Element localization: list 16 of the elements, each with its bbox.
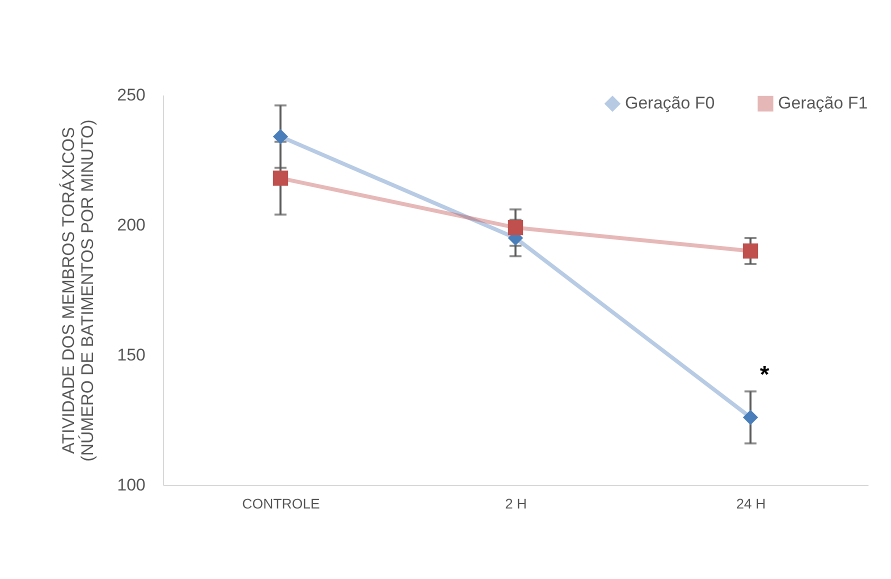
- point: [272, 170, 288, 186]
- x-tick-label: 2 H: [505, 496, 527, 512]
- y-tick-label: 150: [117, 346, 146, 364]
- point: [742, 410, 758, 425]
- legend-label: Geração F1: [778, 94, 868, 113]
- y-tick-label: 200: [117, 216, 146, 234]
- point: [272, 129, 288, 144]
- annotation: *: [760, 361, 770, 388]
- y-tick-label: 250: [117, 86, 146, 104]
- y-axis-title: ATIVIDADE DOS MEMBROS TORÁXICOS (NÚMERO DE BATIMENTOS POR MINUTO): [59, 120, 98, 462]
- y-tick-label: 100: [117, 476, 146, 494]
- point: [742, 243, 758, 259]
- x-tick-label: 24 H: [736, 496, 766, 512]
- legend-label: Geração F0: [625, 94, 715, 113]
- point: [508, 220, 524, 236]
- x-tick-label: CONTROLE: [242, 496, 320, 512]
